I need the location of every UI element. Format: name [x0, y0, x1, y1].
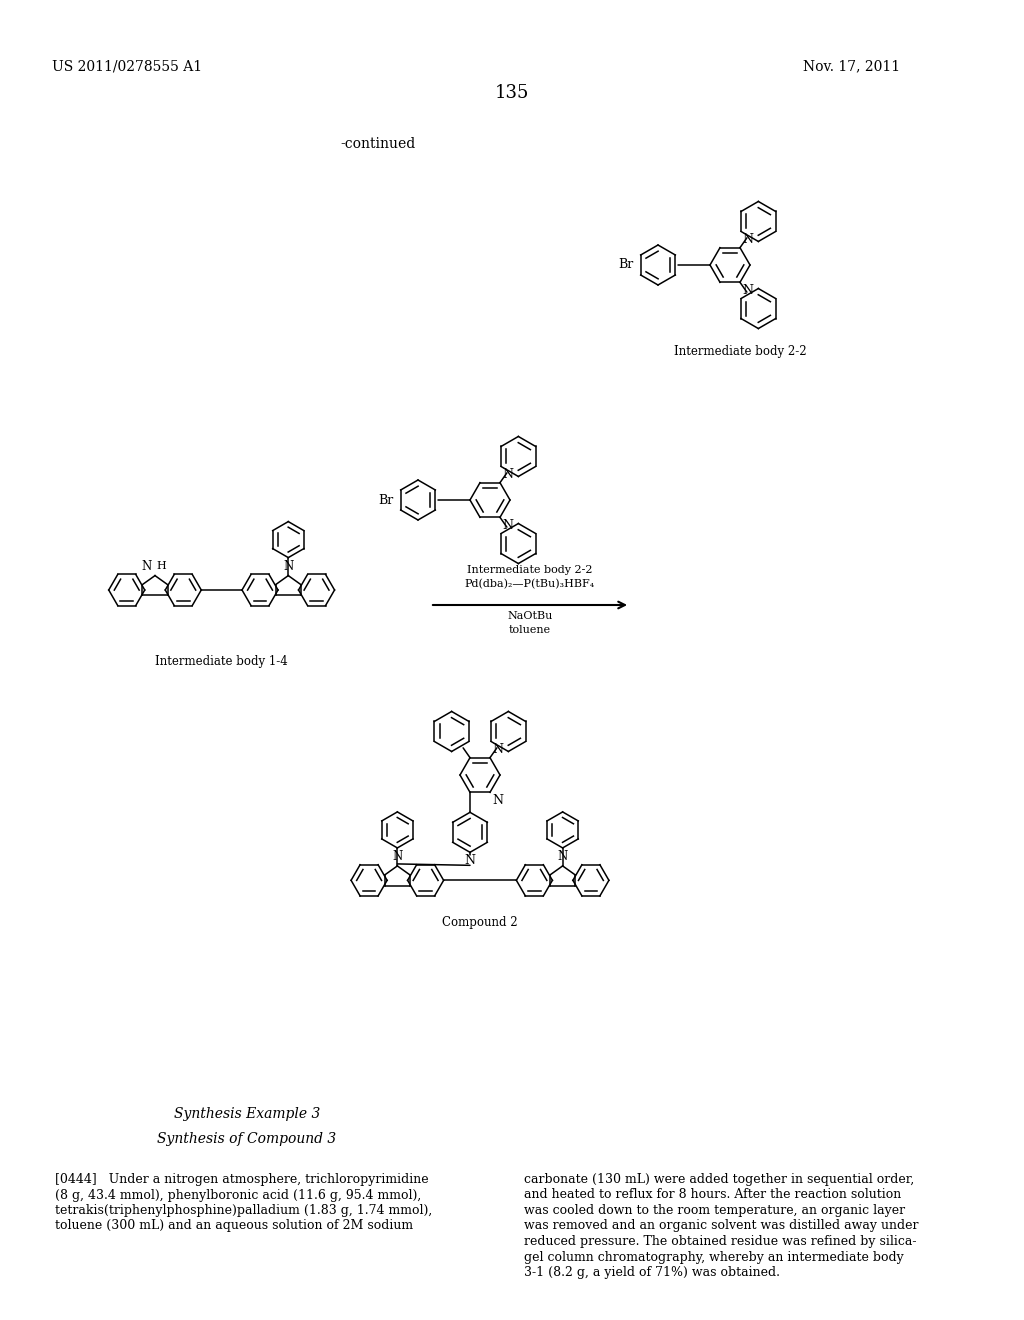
Text: N: N	[742, 232, 753, 246]
Text: toluene (300 mL) and an aqueous solution of 2M sodium: toluene (300 mL) and an aqueous solution…	[55, 1220, 413, 1233]
Text: Pd(dba)₂—P(tBu)₃HBF₄: Pd(dba)₂—P(tBu)₃HBF₄	[465, 578, 595, 589]
Text: Intermediate body 1-4: Intermediate body 1-4	[156, 655, 288, 668]
Text: N: N	[557, 850, 567, 863]
Text: Intermediate body 2-2: Intermediate body 2-2	[467, 565, 593, 576]
Text: H: H	[156, 561, 166, 570]
Text: N: N	[502, 519, 513, 532]
Text: N: N	[284, 560, 294, 573]
Text: Br: Br	[379, 494, 394, 507]
Text: and heated to reflux for 8 hours. After the reaction solution: and heated to reflux for 8 hours. After …	[524, 1188, 901, 1201]
Text: tetrakis(triphenylphosphine)palladium (1.83 g, 1.74 mmol),: tetrakis(triphenylphosphine)palladium (1…	[55, 1204, 432, 1217]
Text: N: N	[392, 850, 402, 863]
Text: -continued: -continued	[340, 137, 416, 150]
Text: [0444]   Under a nitrogen atmosphere, trichloropyrimidine: [0444] Under a nitrogen atmosphere, tric…	[55, 1173, 429, 1185]
Text: N: N	[492, 743, 503, 755]
Text: 135: 135	[495, 84, 529, 102]
Text: was cooled down to the room temperature, an organic layer: was cooled down to the room temperature,…	[524, 1204, 905, 1217]
Text: reduced pressure. The obtained residue was refined by silica-: reduced pressure. The obtained residue w…	[524, 1236, 916, 1247]
Text: (8 g, 43.4 mmol), phenylboronic acid (11.6 g, 95.4 mmol),: (8 g, 43.4 mmol), phenylboronic acid (11…	[55, 1188, 421, 1201]
Text: 3-1 (8.2 g, a yield of 71%) was obtained.: 3-1 (8.2 g, a yield of 71%) was obtained…	[524, 1266, 780, 1279]
Text: gel column chromatography, whereby an intermediate body: gel column chromatography, whereby an in…	[524, 1250, 904, 1263]
Text: N: N	[492, 795, 503, 808]
Text: N: N	[465, 854, 475, 867]
Text: was removed and an organic solvent was distilled away under: was removed and an organic solvent was d…	[524, 1220, 919, 1233]
Text: US 2011/0278555 A1: US 2011/0278555 A1	[52, 59, 202, 73]
Text: carbonate (130 mL) were added together in sequential order,: carbonate (130 mL) were added together i…	[524, 1173, 914, 1185]
Text: N: N	[502, 467, 513, 480]
Text: N: N	[141, 560, 152, 573]
Text: Intermediate body 2-2: Intermediate body 2-2	[674, 345, 806, 358]
Text: Compound 2: Compound 2	[442, 916, 518, 929]
Text: toluene: toluene	[509, 624, 551, 635]
Text: Nov. 17, 2011: Nov. 17, 2011	[803, 59, 900, 73]
Text: Synthesis of Compound 3: Synthesis of Compound 3	[158, 1133, 337, 1146]
Text: Synthesis Example 3: Synthesis Example 3	[174, 1107, 321, 1121]
Text: NaOtBu: NaOtBu	[507, 611, 553, 620]
Text: Br: Br	[618, 259, 634, 272]
Text: N: N	[742, 284, 753, 297]
